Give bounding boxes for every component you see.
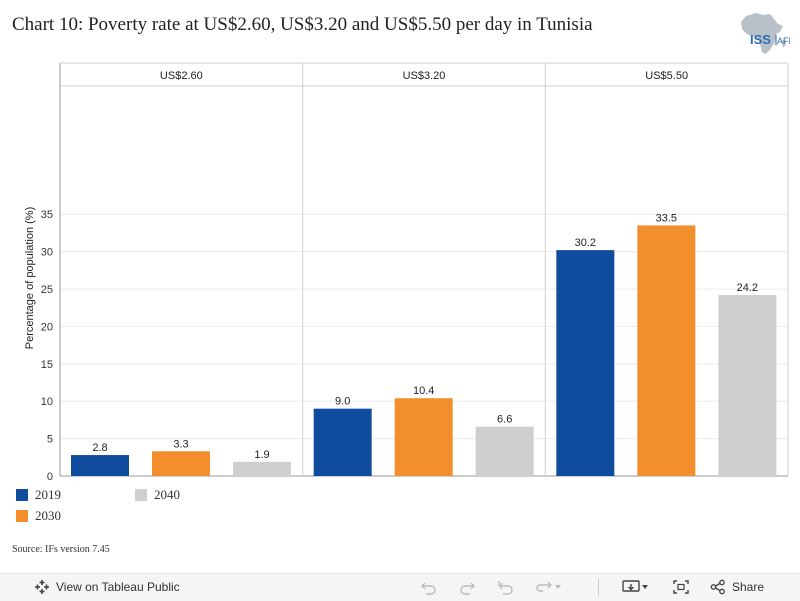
- chevron-down-icon: [555, 585, 561, 589]
- legend-label-2030: 2030: [35, 508, 61, 523]
- data-label: 10.4: [413, 385, 434, 397]
- chart-title: Chart 10: Poverty rate at US$2.60, US$3.…: [12, 14, 593, 35]
- data-label: 30.2: [575, 237, 596, 249]
- bar-layer: 2.8 3.3 1.9 9.0 10.4 6.6 30.2 33.5 24.2: [71, 212, 777, 476]
- download-icon: [622, 580, 640, 592]
- bar-2040: [718, 294, 777, 476]
- share-label: Share: [732, 580, 765, 594]
- share-button[interactable]: Share: [710, 579, 764, 595]
- undo-button[interactable]: [420, 579, 438, 595]
- legend-swatch-2030: [16, 510, 28, 522]
- legend-item-2030[interactable]: 2030: [16, 508, 61, 524]
- bar-2040: [233, 461, 291, 476]
- refresh-button[interactable]: [535, 579, 563, 595]
- redo-button[interactable]: [458, 579, 476, 595]
- legend-label-2040: 2040: [154, 487, 180, 502]
- category-header: US$2.60: [160, 70, 203, 82]
- data-label: 3.3: [173, 438, 188, 450]
- legend-swatch-2040: [135, 489, 147, 501]
- fullscreen-button[interactable]: [672, 579, 690, 595]
- legend-swatch-2019: [16, 489, 28, 501]
- y-tick-label: 15: [41, 359, 53, 371]
- data-label: 24.2: [737, 282, 758, 294]
- data-label: 2.8: [92, 442, 107, 454]
- y-tick-label: 20: [41, 321, 53, 333]
- chevron-down-icon: [642, 585, 648, 589]
- share-icon: [710, 579, 725, 595]
- data-label: 9.0: [335, 396, 350, 408]
- revert-button[interactable]: [497, 579, 515, 595]
- tableau-logo-icon: [35, 580, 49, 594]
- data-label: 6.6: [497, 414, 512, 426]
- y-tick-label: 10: [41, 396, 53, 408]
- y-tick-label: 35: [41, 209, 53, 221]
- iss-afi-logo: ISS AFI: [734, 10, 791, 56]
- legend-item-2040[interactable]: 2040: [135, 487, 180, 503]
- africa-map-icon: ISS AFI: [741, 13, 791, 54]
- category-header: US$3.20: [403, 70, 446, 82]
- refresh-icon: [536, 581, 552, 592]
- view-on-tableau-link[interactable]: View on Tableau Public: [34, 579, 180, 595]
- data-label: 1.9: [254, 449, 269, 461]
- axis-layer: 0 5 10 15 20 25 30 35 US$2.60 US$3.20 US$5.50: [41, 70, 688, 483]
- logo-text: ISS: [750, 32, 771, 47]
- redo-icon: [460, 582, 475, 595]
- y-tick-label: 30: [41, 247, 53, 259]
- data-label: 33.5: [656, 212, 677, 224]
- undo-icon: [421, 582, 436, 595]
- logo-suffix: AFI: [777, 36, 790, 46]
- y-tick-label: 0: [47, 471, 53, 483]
- tableau-toolbar: View on Tableau Public: [0, 573, 800, 601]
- y-tick-label: 25: [41, 284, 53, 296]
- bar-2030: [637, 225, 696, 476]
- fullscreen-icon: [673, 580, 689, 594]
- legend-item-2019[interactable]: 2019: [16, 487, 61, 503]
- y-tick-label: 5: [47, 434, 53, 446]
- download-button[interactable]: [622, 579, 650, 595]
- bar-2030: [394, 398, 453, 476]
- bar-chart: 2.8 3.3 1.9 9.0 10.4 6.6 30.2 33.5 24.2 0 5 10 15 20…: [24, 62, 789, 483]
- source-note: Source: IFs version 7.45: [12, 544, 110, 555]
- bar-2030: [152, 451, 210, 476]
- view-on-tableau-label: View on Tableau Public: [56, 580, 180, 594]
- bar-2019: [71, 455, 129, 476]
- toolbar-divider: [598, 579, 599, 596]
- y-axis-label: Percentage of population (%): [24, 207, 36, 349]
- bar-2019: [556, 250, 615, 476]
- category-header: US$5.50: [645, 70, 688, 82]
- legend-label-2019: 2019: [35, 487, 61, 502]
- bar-2019: [313, 408, 372, 476]
- bar-2040: [475, 426, 534, 476]
- revert-icon: [498, 581, 513, 595]
